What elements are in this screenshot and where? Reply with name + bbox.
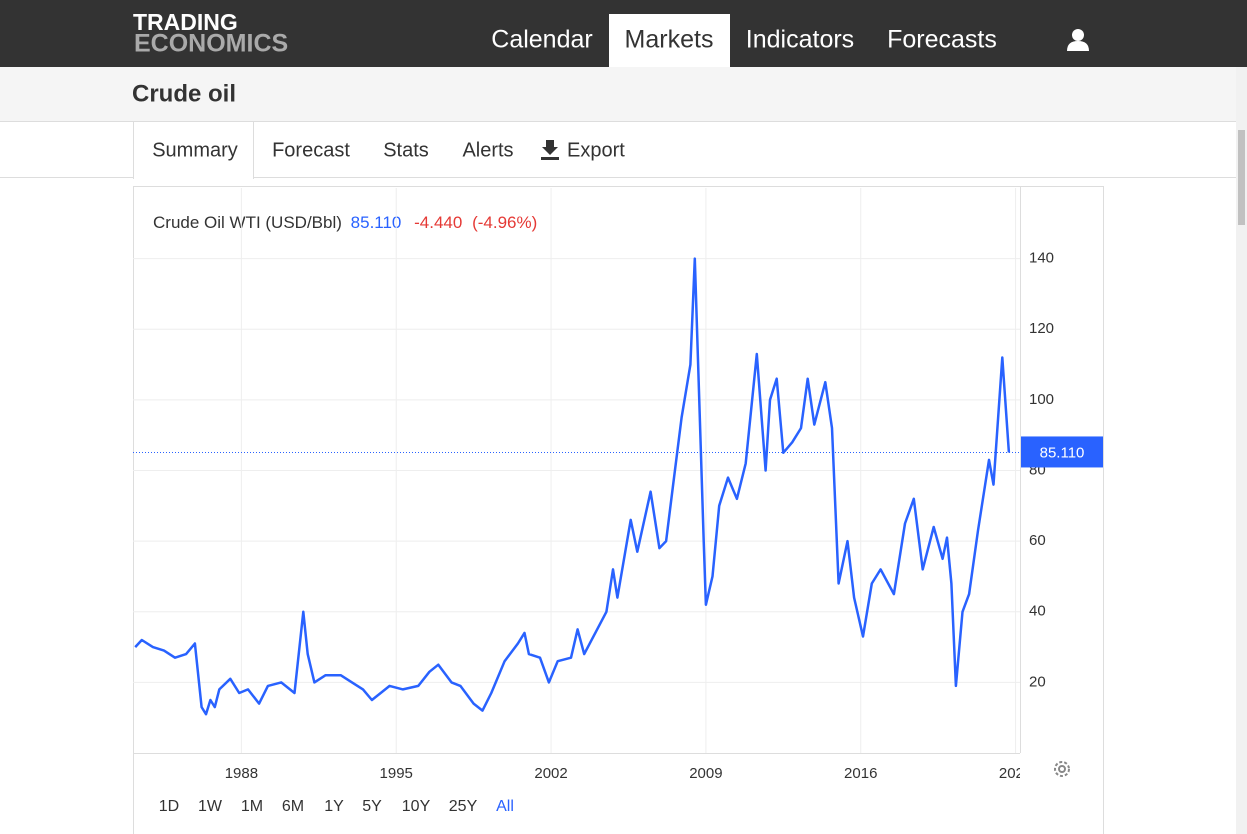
title-band [0, 67, 1236, 121]
x-tick-labels: 1988 1995 2002 2009 2016 2023 [225, 765, 1032, 782]
price-line [134, 257, 1011, 716]
logo-bottom[interactable]: ECONOMICS [134, 30, 288, 58]
range-button[interactable]: 1M [241, 798, 263, 815]
change: -4.440 [414, 213, 462, 232]
tab-active [133, 121, 254, 179]
download-icon[interactable] [541, 140, 559, 160]
chart-card [133, 186, 1104, 834]
menu-item[interactable]: Calendar [491, 26, 592, 54]
chart-header: Crude Oil WTI (USD/Bbl) 85.110 -4.440 (-… [153, 213, 537, 232]
y-tick-label: 120 [1029, 320, 1054, 337]
tab[interactable]: Forecast [272, 139, 350, 161]
range-button[interactable]: 6M [282, 798, 304, 815]
y-tick-label: 40 [1029, 603, 1046, 620]
range-button[interactable]: 1D [159, 798, 179, 815]
x-tick-label: 2002 [534, 765, 567, 782]
tab-gap [134, 176, 253, 180]
logo-top[interactable]: TRADING [133, 9, 238, 35]
range-button[interactable]: All [496, 798, 514, 815]
range-button[interactable]: 10Y [402, 798, 431, 815]
y-tick-label: 140 [1029, 250, 1054, 267]
x-tick-label: 1995 [380, 765, 413, 782]
range-button[interactable]: 25Y [449, 798, 478, 815]
range-button[interactable]: 1W [198, 798, 223, 815]
tab[interactable]: Summary [152, 139, 238, 161]
last-price: 85.110 [351, 213, 402, 232]
menu-item[interactable]: Forecasts [887, 26, 997, 54]
last-price-label: 85.110 [1040, 444, 1085, 461]
tab[interactable]: Export [567, 139, 625, 161]
scroll-thumb[interactable] [1238, 130, 1245, 225]
page-title: Crude oil [132, 80, 236, 107]
range-button[interactable]: 1Y [324, 798, 344, 815]
last-price-badge [1021, 436, 1103, 468]
x-tick-label: 1988 [225, 765, 258, 782]
tab[interactable]: Stats [383, 139, 429, 161]
plot: 1988 1995 2002 2009 2016 20232040608010012014… [133, 188, 1103, 782]
settings-icon[interactable] [1054, 761, 1070, 777]
y-tick-label: 20 [1029, 673, 1046, 690]
change-pct: (-4.96%) [472, 213, 537, 232]
user-icon[interactable] [1067, 29, 1089, 51]
series-name: Crude Oil WTI (USD/Bbl) [153, 213, 342, 232]
tab[interactable]: Alerts [462, 139, 513, 161]
x-tick-label: 2016 [844, 765, 877, 782]
y-tick-label: 60 [1029, 532, 1046, 549]
range-button[interactable]: 5Y [362, 798, 382, 815]
menu-item[interactable]: Markets [625, 26, 714, 54]
menu-item[interactable]: Indicators [746, 26, 854, 54]
y-tick-label: 100 [1029, 391, 1054, 408]
scrollbar [1236, 67, 1247, 834]
x-tick-label: 2009 [689, 765, 722, 782]
menu-active-bg [609, 14, 730, 67]
x-tick-label: 2023 [999, 765, 1032, 782]
